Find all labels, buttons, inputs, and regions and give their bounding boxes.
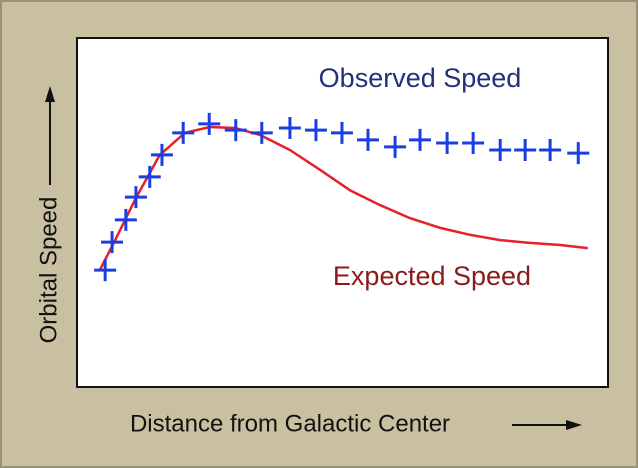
observed-point [114, 208, 137, 231]
plot-area [76, 37, 609, 388]
observed-point [409, 128, 432, 151]
observed-point [539, 139, 562, 162]
observed-point [304, 119, 327, 142]
observed-point [514, 139, 537, 162]
observed-point [138, 165, 161, 188]
series-label: Expected Speed [333, 261, 531, 291]
observed-point [489, 139, 512, 162]
observed-point [436, 132, 459, 155]
observed-point [462, 132, 485, 155]
observed-point [250, 121, 273, 144]
observed-point [356, 128, 379, 151]
series-label: Observed Speed [319, 63, 522, 93]
observed-point [224, 119, 247, 142]
observed-point [150, 143, 173, 166]
y-axis-title: Orbital Speed [35, 197, 62, 344]
observed-point [567, 142, 590, 165]
observed-point [94, 259, 117, 282]
observed-point [330, 121, 353, 144]
observed-point [101, 231, 124, 254]
observed-point [172, 121, 195, 144]
observed-point [124, 186, 147, 209]
x-axis-arrowhead [566, 420, 582, 430]
observed-point [384, 135, 407, 158]
observed-point [198, 112, 221, 135]
x-axis-title: Distance from Galactic Center [130, 410, 450, 437]
y-axis-arrowhead [45, 86, 55, 102]
observed-point [278, 117, 301, 140]
